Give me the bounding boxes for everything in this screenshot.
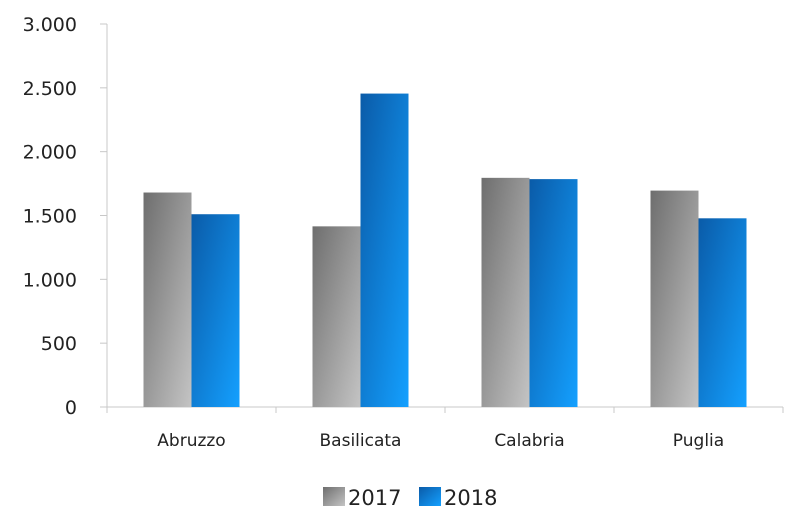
y-tick-label: 2.000 — [23, 142, 77, 164]
y-tick-label: 3.000 — [23, 14, 77, 36]
y-tick-label: 500 — [41, 333, 77, 355]
bar-2017-abruzzo — [143, 192, 192, 407]
bar-2017-puglia — [650, 190, 699, 407]
legend-label-2017: 2017 — [348, 486, 401, 510]
bar-2018-basilicata — [360, 93, 409, 407]
legend-swatch-2017 — [323, 487, 345, 506]
bar-2018-puglia — [698, 218, 747, 407]
x-category-label: Basilicata — [320, 431, 402, 451]
y-tick-label: 0 — [65, 397, 77, 419]
y-tick-label: 1.000 — [23, 269, 77, 291]
x-category-label: Calabria — [494, 431, 564, 451]
bar-2018-calabria — [529, 179, 578, 407]
x-category-label: Puglia — [673, 431, 724, 451]
y-tick-label: 2.500 — [23, 78, 77, 100]
y-tick-label: 1.500 — [23, 206, 77, 228]
legend-swatch-2018 — [419, 487, 441, 506]
bars-group — [143, 93, 747, 407]
legend: 2017 2018 — [323, 486, 497, 510]
labels-group: 0 500 1.000 1.500 2.000 2.500 3.000 Abruzzo Basi… — [23, 14, 725, 451]
bar-2018-abruzzo — [191, 214, 240, 407]
legend-label-2018: 2018 — [444, 486, 497, 510]
bar-2017-basilicata — [312, 226, 361, 407]
x-category-label: Abruzzo — [157, 431, 225, 451]
bar-2017-calabria — [481, 177, 530, 407]
